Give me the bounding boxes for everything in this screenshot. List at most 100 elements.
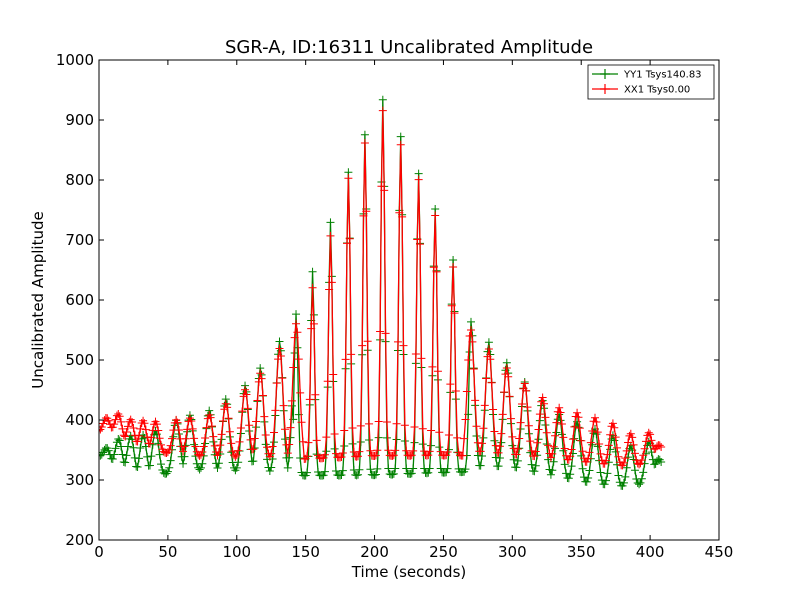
series-1-marker-234 — [417, 354, 426, 363]
series-0-marker-45 — [157, 460, 165, 469]
series-1-marker-257 — [449, 263, 458, 272]
series-1-marker-170 — [329, 370, 338, 379]
series-1-marker-38 — [147, 433, 156, 442]
series-0-marker-35 — [143, 452, 152, 461]
series-0-marker-240 — [425, 464, 434, 473]
series-0-marker-188 — [354, 470, 363, 479]
series-1-marker-332 — [552, 418, 561, 427]
series-1-marker-394 — [637, 456, 646, 465]
series-0-marker-394 — [637, 474, 646, 483]
series-1-marker-232 — [414, 175, 423, 184]
series-1-marker-318 — [533, 438, 542, 447]
series-0-marker-200 — [370, 471, 379, 480]
series-1-marker-145 — [294, 355, 303, 364]
series-0-marker-368 — [602, 476, 611, 485]
series-0-marker-73 — [195, 465, 204, 474]
series-1-marker-358 — [588, 426, 597, 435]
series-0-marker-354 — [582, 477, 591, 486]
series-0-marker-215 — [391, 464, 400, 473]
series-1-marker-196 — [365, 419, 374, 428]
series-1-marker-19 — [121, 432, 130, 441]
series-1-marker-324 — [541, 413, 550, 422]
series-1-marker-195 — [363, 337, 372, 346]
series-1-marker-151 — [303, 452, 312, 461]
series-1-marker-270 — [467, 326, 475, 334]
series-1-marker-235 — [418, 424, 427, 433]
series-1-marker-143 — [292, 319, 301, 328]
series-0-marker-389 — [630, 466, 639, 475]
x-tick-label-0: 0 — [94, 543, 104, 561]
series-0-marker-51 — [165, 463, 174, 472]
series-1-marker-81 — [206, 413, 215, 422]
series-0-marker-247 — [435, 443, 444, 452]
series-1-marker-279 — [479, 424, 488, 433]
series-1-marker-256 — [447, 301, 456, 310]
series-0-marker-190 — [356, 437, 365, 446]
series-0-marker-86 — [213, 463, 222, 472]
series-0-marker-137 — [283, 463, 292, 472]
x-tick-label-8: 400 — [636, 543, 665, 561]
series-0-marker-304 — [513, 456, 522, 465]
series-1-marker-382 — [621, 454, 630, 463]
series-0-marker-290 — [494, 462, 503, 471]
ticks-layer: 0 50 100 150 200 250 300 350 400 450 200 300 400 500 6… — [56, 51, 734, 561]
series-1-marker-311 — [523, 403, 532, 412]
y-tick-label-3: 500 — [65, 351, 94, 369]
series-1-marker-106 — [241, 385, 250, 394]
x-tick-label-5: 250 — [429, 543, 458, 561]
y-tick-label-0: 200 — [65, 531, 94, 549]
series-0-marker-223 — [402, 464, 411, 473]
series-1-marker-141 — [289, 363, 298, 372]
series-1-marker-83 — [209, 432, 218, 441]
series-1-marker-230 — [411, 350, 420, 359]
series-1-marker-285 — [487, 378, 496, 387]
series-0-marker-62 — [180, 452, 189, 461]
series-1-marker-0 — [99, 426, 103, 435]
series-0-marker-112 — [249, 457, 258, 466]
series-0-marker-329 — [548, 466, 557, 475]
series-1-marker-190 — [356, 421, 365, 430]
series-0-marker-25 — [129, 443, 138, 452]
series-1-marker-17 — [118, 424, 127, 433]
series-0-marker-146 — [296, 454, 305, 463]
series-0-marker-367 — [600, 480, 609, 489]
series-1-marker-369 — [603, 450, 612, 459]
series-1-marker-387 — [628, 433, 637, 442]
series-1-marker-218 — [395, 208, 404, 217]
series-1-marker-139 — [286, 423, 295, 432]
series-1-marker-351 — [578, 447, 587, 456]
series-0-marker-38 — [147, 452, 156, 461]
series-1-marker-184 — [348, 424, 357, 433]
series-0-marker-228 — [409, 464, 418, 473]
series-0-marker-10 — [108, 455, 117, 464]
series-1-marker-362 — [593, 428, 602, 437]
series-1-marker-179 — [341, 355, 350, 364]
series-1-marker-216 — [392, 419, 401, 428]
series-1-marker-305 — [515, 434, 524, 443]
series-1-marker-368 — [602, 456, 611, 465]
series-1-marker-208 — [381, 329, 390, 338]
series-1-marker-62 — [180, 442, 189, 451]
series-1-marker-244 — [431, 211, 440, 220]
series-0-marker-214 — [389, 469, 398, 478]
series-0-marker-241 — [427, 441, 436, 450]
y-tick-label-7: 900 — [65, 111, 94, 129]
series-0-marker-49 — [162, 469, 171, 478]
series-0-marker-364 — [596, 468, 605, 477]
series-1-marker-407 — [655, 441, 664, 450]
series-0-marker-342 — [566, 470, 575, 479]
series-0-marker-206 — [378, 95, 387, 104]
series-1-marker-329 — [548, 449, 557, 458]
series-0-marker-158 — [312, 450, 321, 459]
series-1-marker-183 — [347, 350, 356, 359]
series-0-marker-17 — [118, 450, 127, 459]
series-1-marker-259 — [451, 386, 460, 395]
series-1-marker-95 — [225, 427, 234, 436]
series-1-marker-107 — [242, 390, 251, 399]
x-tick-label-4: 200 — [360, 543, 389, 561]
series-1-marker-167 — [325, 285, 334, 294]
series-1-marker-164 — [320, 450, 329, 459]
series-1-marker-7 — [104, 416, 113, 425]
series-0-marker-20 — [122, 451, 131, 460]
series-1-marker-220 — [398, 212, 407, 221]
